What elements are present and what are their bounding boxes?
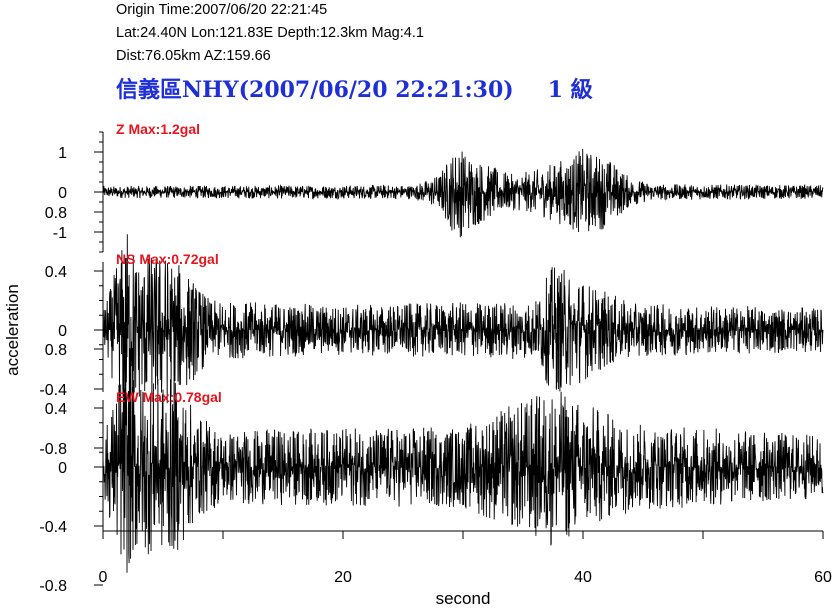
y-tick-label: 0.4 <box>45 401 67 418</box>
y-axis-label: acceleration <box>3 284 22 376</box>
event-location: Lat:24.40N Lon:121.83E Depth:12.3km Mag:… <box>116 25 424 41</box>
y-tick-label: 1 <box>58 145 67 162</box>
station-name: 信義區NHY(2007/06/20 22:21:30) <box>116 77 514 103</box>
y-tick-label: 0 <box>58 323 67 340</box>
y-tick-label: -1 <box>53 225 67 242</box>
y-tick-label: -0.4 <box>39 382 67 399</box>
x-tick-label: 40 <box>574 569 592 586</box>
waveform-trace-z <box>102 148 824 238</box>
y-tick-label: -0.8 <box>39 441 67 458</box>
x-tick-label: 0 <box>99 569 108 586</box>
intensity-level: 1 級 <box>547 77 593 103</box>
y-tick-label: -0.4 <box>39 519 67 536</box>
y-tick-label: 0.4 <box>45 264 67 281</box>
x-tick-label: 20 <box>334 569 352 586</box>
origin-time: Origin Time:2007/06/20 22:21:45 <box>116 2 328 18</box>
station-title: 信義區NHY(2007/06/20 22:21:30) 1 級 <box>116 72 593 104</box>
waveform-trace-ew <box>102 364 824 573</box>
y-tick-label: 0.8 <box>45 205 67 222</box>
max-label-z: Z Max:1.2gal <box>116 121 200 137</box>
event-distance: Dist:76.05km AZ:159.66 <box>116 48 271 64</box>
max-label-ew: EW Max:0.78gal <box>116 389 222 405</box>
waveform-trace-ns <box>102 234 824 413</box>
y-tick-label: 0.8 <box>45 342 67 359</box>
y-tick-label: -0.8 <box>39 578 67 595</box>
x-tick-label: 60 <box>814 569 832 586</box>
y-tick-label: 0 <box>58 185 67 202</box>
max-label-ns: NS Max:0.72gal <box>116 251 219 267</box>
y-tick-label: 0 <box>58 460 67 477</box>
x-axis-label: second <box>436 589 491 608</box>
